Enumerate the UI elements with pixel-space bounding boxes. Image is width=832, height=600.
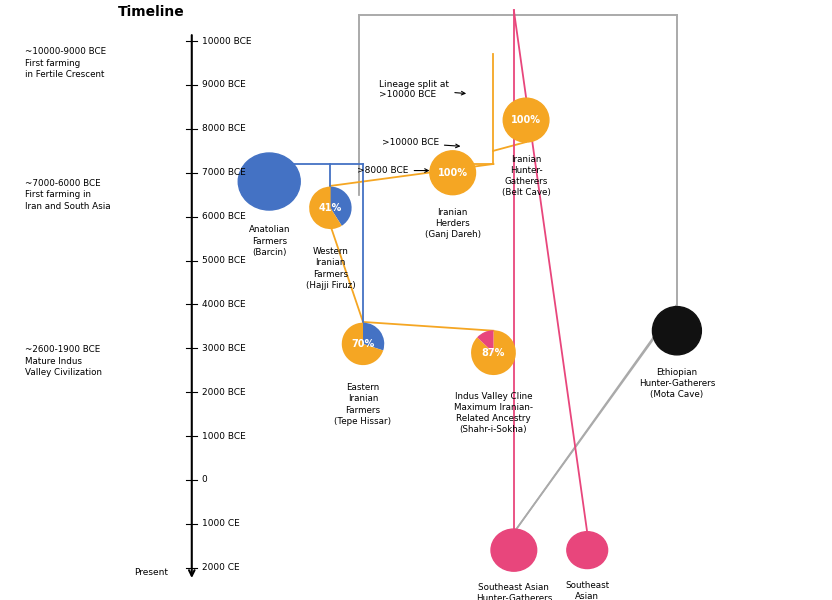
Text: >8000 BCE: >8000 BCE <box>357 166 428 175</box>
Text: Iranian
Herders
(Ganj Dareh): Iranian Herders (Ganj Dareh) <box>424 208 481 239</box>
Ellipse shape <box>567 532 607 569</box>
Text: Southeast Asian
Hunter-Gatherers
(Andaman): Southeast Asian Hunter-Gatherers (Andama… <box>476 583 552 600</box>
Text: Iranian
Hunter-
Gatherers
(Belt Cave): Iranian Hunter- Gatherers (Belt Cave) <box>502 155 551 197</box>
Text: Ethiopian
Hunter-Gatherers
(Mota Cave): Ethiopian Hunter-Gatherers (Mota Cave) <box>639 368 715 399</box>
Text: ~10000-9000 BCE
First farming
in Fertile Crescent: ~10000-9000 BCE First farming in Fertile… <box>25 47 106 79</box>
Text: Anatolian
Farmers
(Barcin): Anatolian Farmers (Barcin) <box>249 226 290 257</box>
Text: 5000 BCE: 5000 BCE <box>201 256 245 265</box>
Text: 1000 CE: 1000 CE <box>201 519 240 528</box>
Ellipse shape <box>652 307 701 355</box>
Text: 10000 BCE: 10000 BCE <box>201 37 251 46</box>
Text: Timeline: Timeline <box>117 5 185 19</box>
Text: Eastern
Iranian
Farmers
(Tepe Hissar): Eastern Iranian Farmers (Tepe Hissar) <box>334 383 392 425</box>
Text: 7000 BCE: 7000 BCE <box>201 168 245 177</box>
Ellipse shape <box>430 151 476 194</box>
Text: 9000 BCE: 9000 BCE <box>201 80 245 89</box>
Text: 6000 BCE: 6000 BCE <box>201 212 245 221</box>
Text: 2000 CE: 2000 CE <box>201 563 239 572</box>
Text: 1000 BCE: 1000 BCE <box>201 431 245 440</box>
Text: Indus Valley Cline
Maximum Iranian-
Related Ancestry
(Shahr-i-Sokha): Indus Valley Cline Maximum Iranian- Rela… <box>454 392 533 434</box>
Text: >10000 BCE: >10000 BCE <box>382 139 459 148</box>
Text: 8000 BCE: 8000 BCE <box>201 124 245 133</box>
Text: Present: Present <box>134 568 168 577</box>
Text: Lineage split at
>10000 BCE: Lineage split at >10000 BCE <box>379 80 465 99</box>
Text: 0: 0 <box>201 475 207 484</box>
Text: Western
Iranian
Farmers
(Hajji Firuz): Western Iranian Farmers (Hajji Firuz) <box>305 247 355 290</box>
Text: ~7000-6000 BCE
First farming in
Iran and South Asia: ~7000-6000 BCE First farming in Iran and… <box>25 179 111 211</box>
Text: 100%: 100% <box>438 168 468 178</box>
Text: 2000 BCE: 2000 BCE <box>201 388 245 397</box>
Text: Southeast
Asian
Farmers: Southeast Asian Farmers <box>565 581 609 600</box>
Text: ~2600-1900 BCE
Mature Indus
Valley Civilization: ~2600-1900 BCE Mature Indus Valley Civil… <box>25 346 102 377</box>
Ellipse shape <box>491 529 537 571</box>
Text: 4000 BCE: 4000 BCE <box>201 300 245 309</box>
Ellipse shape <box>503 98 549 142</box>
Text: 100%: 100% <box>511 115 541 125</box>
Ellipse shape <box>238 153 300 210</box>
Text: 3000 BCE: 3000 BCE <box>201 344 245 353</box>
